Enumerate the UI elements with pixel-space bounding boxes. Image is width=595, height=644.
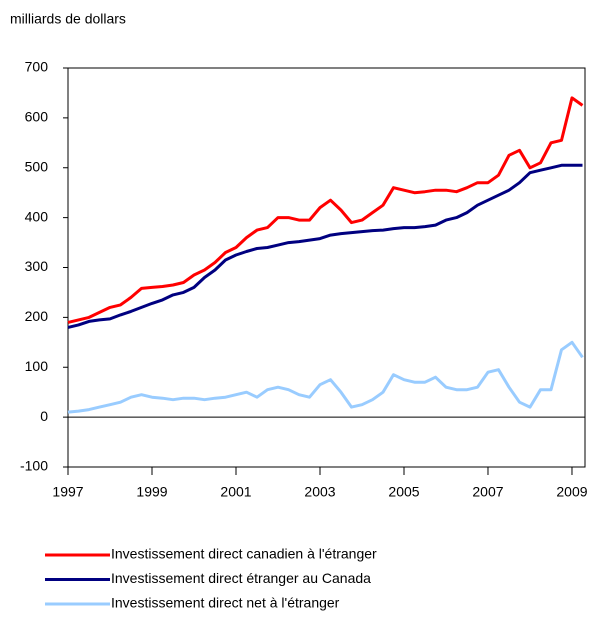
plot-area (67, 67, 586, 468)
y-tick-label: 200 (25, 308, 49, 324)
x-tick-label: 2003 (304, 484, 335, 500)
x-tick-label: 2005 (388, 484, 419, 500)
legend-label: Investissement direct canadien à l'étran… (111, 546, 377, 562)
series-line (67, 96, 584, 324)
y-tick-label: 300 (25, 258, 49, 274)
y-tick-label: -100 (20, 458, 48, 474)
y-tick-label: 700 (25, 59, 49, 75)
y-tick-label: 0 (40, 408, 48, 424)
legend-label: Investissement direct étranger au Canada (111, 570, 371, 586)
series-line (67, 163, 583, 329)
y-tick-label: 500 (25, 158, 49, 174)
series-line (67, 340, 584, 414)
x-tick-label: 1997 (52, 484, 83, 500)
y-tick-label: 100 (25, 358, 49, 374)
y-tick-label: 400 (25, 208, 49, 224)
y-axis-label: milliards de dollars (10, 11, 126, 27)
x-tick-label: 2007 (472, 484, 503, 500)
legend-label: Investissement direct net à l'étranger (111, 595, 340, 611)
x-tick-label: 2009 (556, 484, 587, 500)
y-tick-label: 600 (25, 109, 49, 125)
x-tick-label: 2001 (220, 484, 251, 500)
x-tick-label: 1999 (136, 484, 167, 500)
